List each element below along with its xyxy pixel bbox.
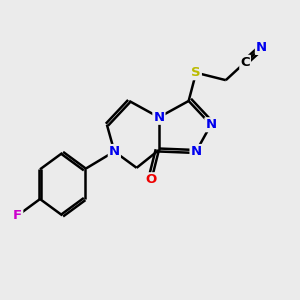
Text: C: C [240, 56, 250, 69]
Text: N: N [206, 118, 217, 131]
Text: N: N [190, 145, 202, 158]
Text: F: F [13, 209, 22, 222]
Text: N: N [109, 145, 120, 158]
Text: O: O [146, 173, 157, 186]
Text: N: N [256, 41, 267, 54]
Text: N: N [153, 111, 164, 124]
Text: S: S [191, 66, 201, 79]
